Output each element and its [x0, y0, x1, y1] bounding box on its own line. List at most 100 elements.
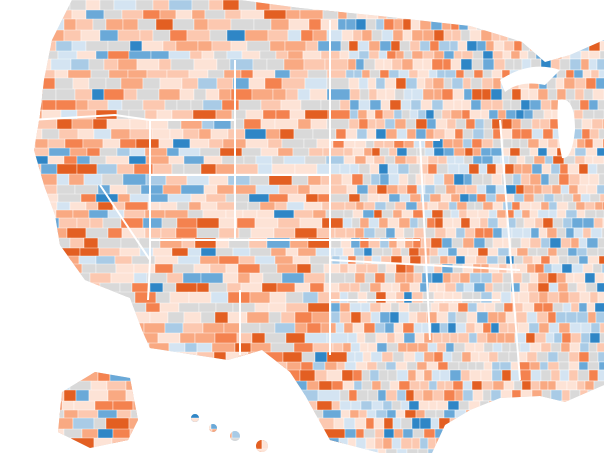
county — [419, 437, 429, 450]
county — [538, 138, 549, 149]
county — [442, 272, 452, 284]
county — [415, 128, 427, 140]
county — [405, 118, 417, 130]
county — [556, 272, 567, 284]
county — [441, 109, 452, 120]
county — [548, 282, 559, 293]
county — [367, 448, 379, 453]
county — [469, 272, 482, 284]
county — [442, 209, 452, 219]
county — [561, 332, 572, 344]
county — [430, 302, 440, 313]
county — [452, 88, 465, 101]
county — [596, 58, 604, 71]
county — [434, 184, 447, 195]
county — [565, 311, 578, 324]
county — [488, 209, 498, 219]
county — [388, 193, 401, 203]
county — [571, 263, 584, 274]
county — [412, 209, 425, 219]
county — [447, 247, 458, 257]
county — [501, 118, 513, 130]
county — [385, 88, 396, 101]
county — [483, 128, 494, 140]
county — [482, 201, 494, 211]
county — [471, 138, 483, 149]
county — [472, 291, 482, 304]
county — [369, 369, 380, 382]
county — [374, 428, 385, 439]
county — [353, 380, 363, 391]
county — [417, 448, 429, 453]
county — [518, 291, 530, 304]
county — [437, 247, 449, 257]
county — [429, 247, 439, 257]
county — [458, 163, 470, 175]
county — [402, 29, 413, 42]
county — [386, 50, 397, 60]
county — [594, 201, 604, 211]
county — [492, 282, 504, 293]
county — [597, 247, 604, 257]
county — [524, 155, 535, 165]
county — [597, 369, 604, 382]
county — [397, 163, 410, 175]
county — [415, 369, 425, 382]
county — [525, 332, 536, 344]
county — [550, 369, 561, 382]
county — [538, 322, 550, 334]
county — [385, 227, 396, 239]
county — [501, 88, 513, 101]
county — [376, 342, 388, 353]
county — [367, 118, 377, 130]
county — [475, 255, 488, 265]
county — [536, 311, 549, 324]
county — [574, 155, 586, 165]
county — [599, 322, 604, 334]
county — [450, 209, 460, 219]
county — [339, 163, 351, 175]
county — [458, 361, 469, 371]
county — [511, 128, 522, 140]
county — [482, 173, 493, 186]
county — [391, 400, 402, 411]
county — [450, 193, 461, 203]
county — [343, 209, 354, 219]
county — [380, 99, 391, 111]
county — [411, 437, 421, 450]
county — [598, 69, 604, 79]
county — [530, 201, 542, 211]
county — [408, 311, 418, 324]
county — [444, 69, 457, 79]
county — [354, 272, 366, 284]
county — [536, 351, 549, 363]
county — [546, 147, 558, 157]
county — [415, 409, 426, 419]
county — [355, 18, 367, 31]
county — [511, 227, 524, 239]
county — [436, 380, 446, 391]
county — [476, 302, 486, 313]
county — [405, 272, 415, 284]
county — [343, 155, 356, 165]
county — [463, 88, 473, 101]
county — [503, 380, 515, 391]
county — [480, 99, 493, 111]
county — [468, 193, 478, 203]
county — [437, 361, 449, 371]
county — [348, 77, 360, 90]
county — [388, 173, 400, 186]
county — [588, 99, 599, 111]
county — [368, 50, 380, 60]
county — [330, 302, 341, 313]
county — [568, 184, 579, 195]
county — [428, 400, 438, 411]
county — [540, 99, 552, 111]
county — [476, 193, 487, 203]
county — [501, 342, 511, 353]
county — [570, 332, 582, 344]
state-border — [499, 119, 521, 381]
county — [462, 380, 473, 391]
county — [346, 184, 358, 195]
county — [467, 302, 478, 313]
